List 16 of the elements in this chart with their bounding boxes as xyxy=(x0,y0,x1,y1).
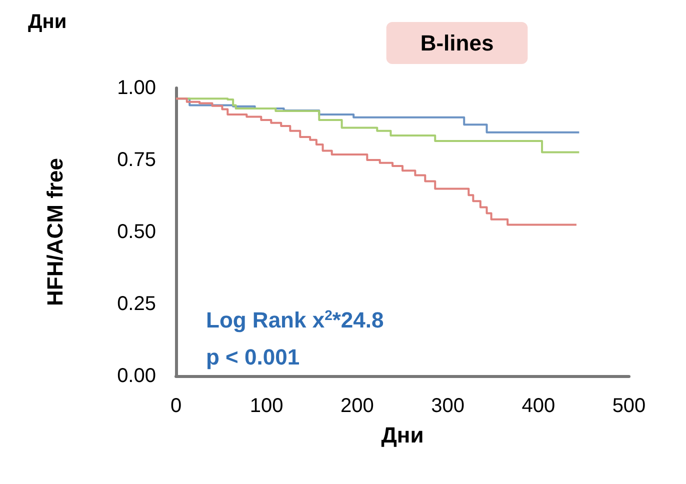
text: Дни xyxy=(28,11,67,33)
y-tick-label: 0.75 xyxy=(117,149,156,171)
x-tick-label: 300 xyxy=(431,395,464,417)
y-tick-label: 1.00 xyxy=(117,77,156,99)
y-tick-label: 0.25 xyxy=(117,293,156,315)
x-tick-label: 500 xyxy=(612,395,646,417)
y-tick-label: 0.00 xyxy=(117,365,156,387)
x-tick-label: 0 xyxy=(170,395,182,417)
y-tick-label: 0.50 xyxy=(117,221,156,243)
chart-title: B-lines xyxy=(420,30,494,56)
x-tick-label: 400 xyxy=(522,395,556,417)
x-tick-label: 200 xyxy=(340,395,374,417)
annotation: p < 0.001 xyxy=(206,344,300,370)
x-axis-title: Дни xyxy=(381,422,424,448)
y-axis-title: HFH/ACM free xyxy=(42,158,68,306)
x-tick-label: 100 xyxy=(250,395,284,417)
